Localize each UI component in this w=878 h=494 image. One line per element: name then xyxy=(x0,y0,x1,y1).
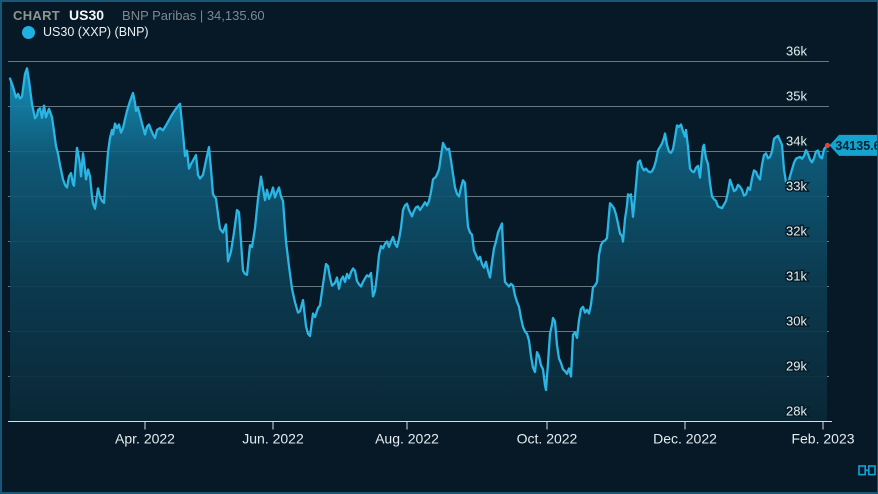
chart-header: CHART US30 BNP Paribas | 34,135.60 xyxy=(13,7,265,23)
chart-label: CHART xyxy=(13,8,60,23)
y-axis-label: 34k xyxy=(786,134,807,149)
y-axis-label: 28k xyxy=(786,404,807,419)
link-icon-right-box xyxy=(868,465,876,476)
x-axis-label: Apr. 2022 xyxy=(115,431,175,447)
series-color-dot-icon xyxy=(22,25,35,39)
x-axis-label: Aug. 2022 xyxy=(375,431,439,447)
y-axis-label: 32k xyxy=(786,224,807,239)
price-line xyxy=(8,67,829,392)
y-axis-label: 31k xyxy=(786,269,807,284)
provider-and-price: BNP Paribas | 34,135.60 xyxy=(122,8,265,23)
x-axis-label: Jun. 2022 xyxy=(242,431,304,447)
y-axis-label: 35k xyxy=(786,89,807,104)
x-axis-label: Oct. 2022 xyxy=(517,431,578,447)
y-axis-label: 29k xyxy=(786,359,807,374)
y-axis-label: 33k xyxy=(786,179,807,194)
series-legend[interactable]: US30 (XXP) (BNP) xyxy=(22,25,149,39)
y-axis-label: 30k xyxy=(786,314,807,329)
x-axis-label: Feb. 2023 xyxy=(791,431,854,447)
y-axis-label: 36k xyxy=(786,44,807,59)
symbol-label[interactable]: US30 xyxy=(69,7,105,23)
link-icon[interactable] xyxy=(858,464,876,477)
link-icon-left-box xyxy=(858,465,866,476)
series-legend-label: US30 (XXP) (BNP) xyxy=(43,25,149,39)
price-area-fill xyxy=(10,68,827,422)
last-price-tag xyxy=(829,134,877,156)
last-price-dot xyxy=(824,142,831,148)
last-price-tag-value: 34135.6 xyxy=(835,139,878,153)
x-axis-label: Dec. 2022 xyxy=(653,431,717,447)
